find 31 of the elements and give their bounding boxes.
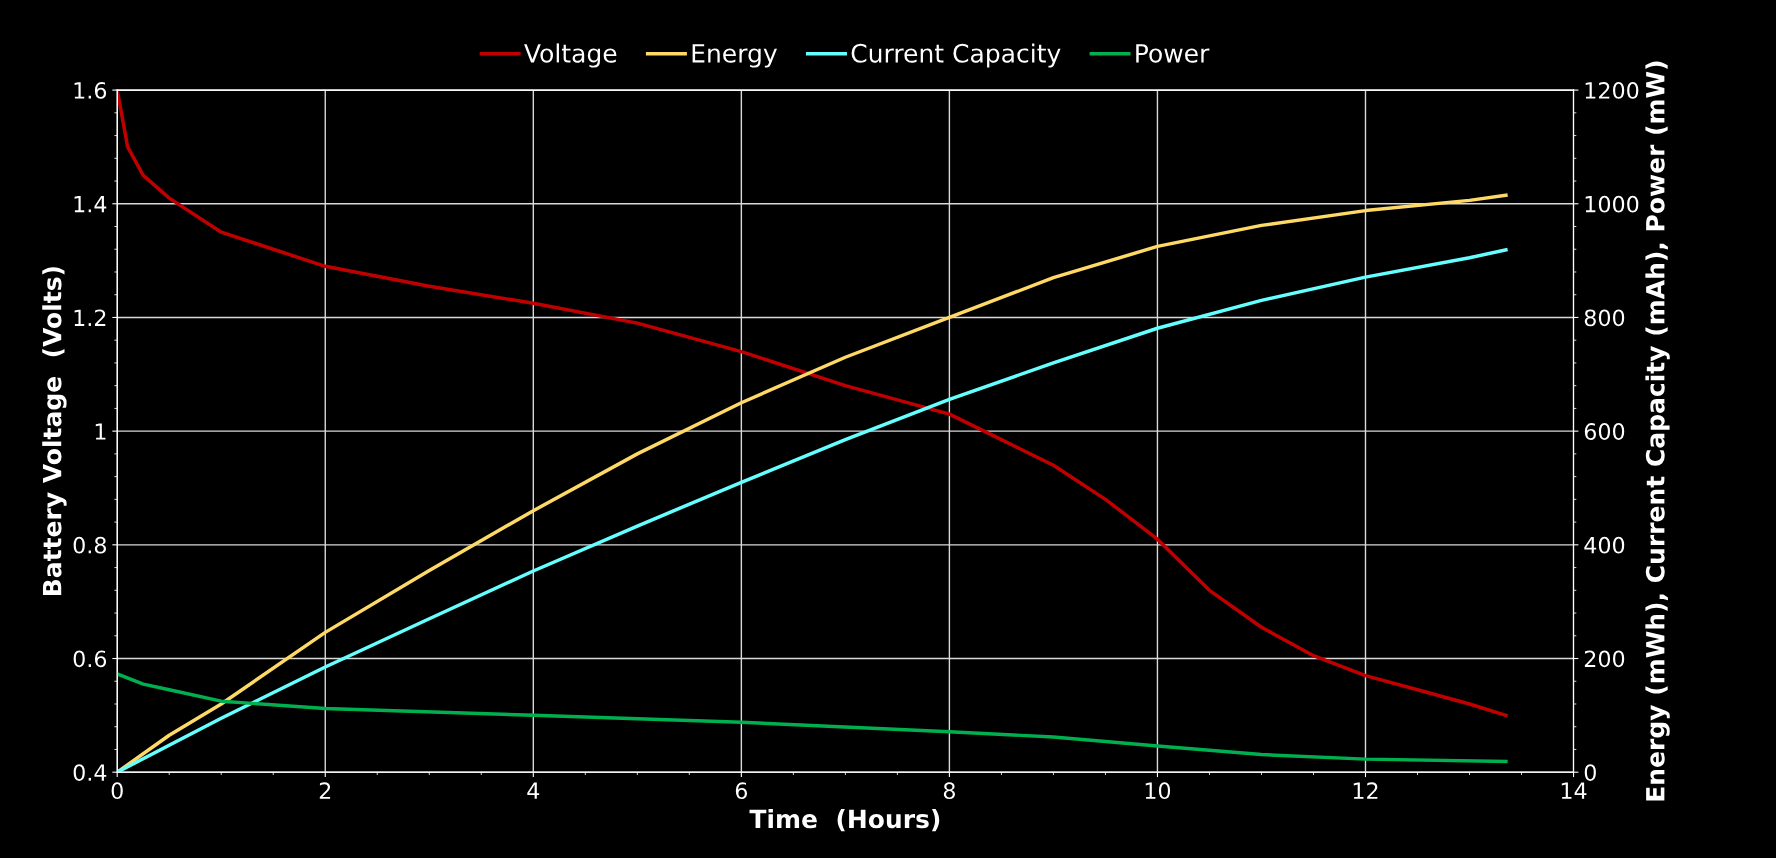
line-series [117,90,1508,718]
y-tick-label: 1.2 [74,309,106,326]
y-tick-label: 0.4 [73,764,107,781]
y2-tick-label: 1200 [1585,82,1639,99]
y2-tick-label: 400 [1584,536,1625,554]
line-series [117,672,1508,764]
y2-axis-title: Energy (mWh), Current Capacity (mAh), Power (mW) [1645,61,1670,801]
x-axis-title: Time (Hours) [749,808,940,832]
x-tick-label: 6 [735,782,748,800]
x-tick-label: 4 [527,782,540,799]
y2-tick-label: 200 [1584,650,1625,668]
y-tick-label: 1.4 [74,196,107,213]
y-tick-label: 0.8 [73,536,106,554]
y2-tick-label: 800 [1584,309,1625,327]
y-tick-label: 0.6 [73,650,107,668]
y-axis-title: Battery Voltage (Volts) [42,267,67,595]
legend-label: Power [1136,44,1210,63]
y-tick-label: 1 [95,423,106,440]
x-tick-label: 14 [1561,782,1587,799]
x-tick-label: 0 [111,782,123,800]
legend-label: Energy [692,44,777,68]
x-tick-label: 12 [1353,782,1378,799]
x-tick-label: 2 [319,782,331,799]
y-tick-label: 1.6 [74,82,107,99]
y2-tick-label: 600 [1584,423,1625,440]
y2-tick-label: 1000 [1585,195,1639,213]
x-tick-label: 10 [1145,782,1171,800]
legend-label: Current Capacity [851,43,1061,68]
y2-tick-label: 0 [1584,764,1596,781]
legend-label: Voltage [524,43,617,68]
x-tick-label: 8 [943,782,955,800]
